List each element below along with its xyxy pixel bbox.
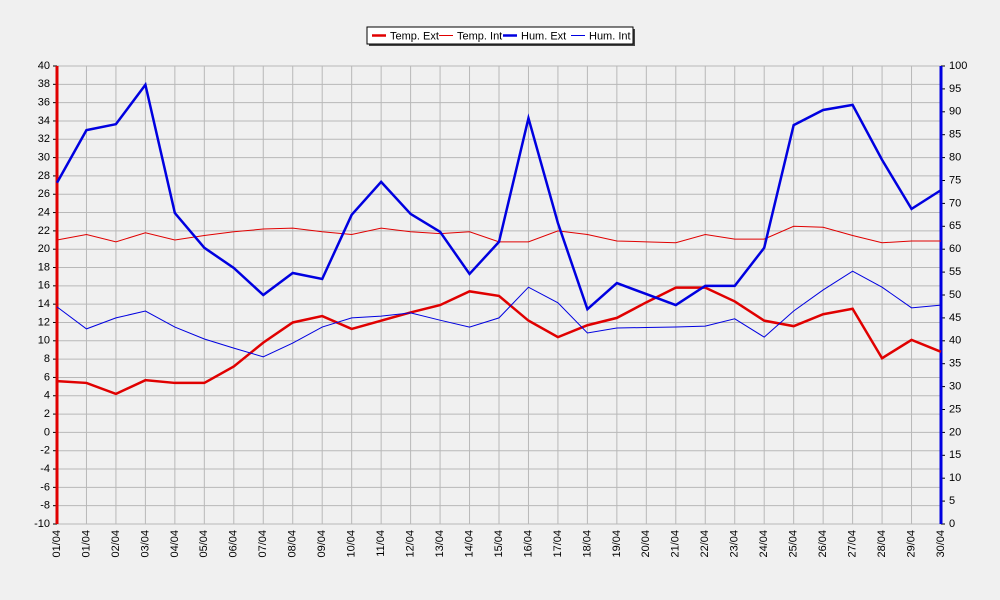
- x-tick-label: 23/04: [729, 530, 741, 558]
- x-tick-label: 30/04: [935, 530, 947, 558]
- y-tick-label: 16: [38, 280, 50, 292]
- x-tick-label: 09/04: [316, 530, 328, 558]
- y-tick-label: 28: [38, 170, 50, 182]
- x-tick-label: 04/04: [169, 530, 181, 558]
- y-tick-label: -6: [40, 481, 50, 493]
- x-tick-label: 26/04: [817, 530, 829, 558]
- y-tick-label: 24: [38, 206, 50, 218]
- y2-tick-label: 65: [949, 220, 961, 232]
- x-tick-label: 15/04: [493, 530, 505, 558]
- x-tick-label: 11/04: [375, 530, 387, 557]
- y2-tick-label: 45: [949, 312, 961, 324]
- y2-tick-label: 20: [949, 426, 961, 438]
- x-tick-label: 20/04: [640, 530, 652, 558]
- series-line: [55, 81, 942, 312]
- y-tick-label: 32: [38, 133, 50, 145]
- y-tick-label: 12: [38, 316, 50, 328]
- y-tick-label: -8: [40, 500, 50, 512]
- y-tick-label: 34: [38, 115, 50, 127]
- y2-tick-label: 30: [949, 381, 961, 393]
- y-tick-label: 40: [38, 60, 50, 72]
- y-tick-label: 8: [44, 353, 50, 365]
- y-tick-label: 18: [38, 261, 50, 273]
- x-tick-label: 25/04: [788, 530, 800, 558]
- y2-tick-label: 95: [949, 83, 961, 95]
- y2-tick-label: 10: [949, 472, 961, 484]
- x-tick-label: 01/04: [80, 530, 92, 558]
- y-tick-label: 36: [38, 97, 50, 109]
- y-tick-label: 26: [38, 188, 50, 200]
- x-tick-label: 21/04: [670, 530, 682, 558]
- x-tick-label: 03/04: [139, 530, 151, 558]
- legend-box: [366, 26, 634, 45]
- y2-tick-label: 50: [949, 289, 961, 301]
- y-tick-label: 2: [44, 408, 50, 420]
- x-tick-label: 29/04: [905, 530, 917, 558]
- y-tick-label: 4: [44, 390, 50, 402]
- x-tick-label: 12/04: [405, 530, 417, 558]
- y2-tick-label: 85: [949, 129, 961, 141]
- y-tick-label: 0: [44, 426, 50, 438]
- y2-tick-label: 35: [949, 358, 961, 370]
- legend-label: Hum. Int: [589, 30, 631, 42]
- x-tick-label: 28/04: [876, 530, 888, 558]
- y-tick-label: -10: [34, 518, 50, 530]
- x-tick-label: 22/04: [699, 530, 711, 558]
- x-tick-label: 05/04: [198, 530, 210, 558]
- y2-tick-label: 100: [949, 60, 967, 72]
- x-tick-label: 27/04: [847, 530, 859, 558]
- y-tick-label: 30: [38, 152, 50, 164]
- y-tick-label: 14: [38, 298, 50, 310]
- x-tick-label: 10/04: [346, 530, 358, 558]
- x-tick-label: 24/04: [758, 530, 770, 558]
- x-tick-label: 19/04: [611, 530, 623, 558]
- y2-tick-label: 0: [949, 518, 955, 530]
- y2-tick-label: 40: [949, 335, 961, 347]
- x-tick-label: 02/04: [110, 530, 122, 558]
- y2-tick-label: 80: [949, 152, 961, 164]
- x-tick-label: 08/04: [287, 530, 299, 558]
- x-tick-label: 14/04: [463, 530, 475, 558]
- y2-tick-label: 55: [949, 266, 961, 278]
- x-tick-label: 16/04: [522, 530, 534, 558]
- y-tick-label: -4: [40, 463, 50, 475]
- y2-tick-label: 15: [949, 449, 961, 461]
- y-tick-label: -2: [40, 445, 50, 457]
- x-tick-label: 06/04: [228, 530, 240, 558]
- y2-tick-label: 90: [949, 106, 961, 118]
- series-line: [56, 270, 942, 358]
- y-tick-label: 10: [38, 335, 50, 347]
- x-tick-label: 18/04: [581, 530, 593, 558]
- y2-tick-label: 60: [949, 243, 961, 255]
- legend-label: Temp. Int: [457, 30, 502, 42]
- legend-label: Hum. Ext: [521, 30, 566, 42]
- y2-tick-label: 25: [949, 403, 961, 415]
- y2-tick-label: 5: [949, 495, 955, 507]
- x-tick-label: 01/04: [51, 530, 63, 558]
- x-tick-label: 17/04: [552, 530, 564, 558]
- y-tick-label: 38: [38, 78, 50, 90]
- y-tick-label: 22: [38, 225, 50, 237]
- series-line: [56, 286, 942, 396]
- y2-tick-label: 75: [949, 174, 961, 186]
- legend: Temp. Ext Temp. Int Hum. Ext Hum. Int: [366, 26, 635, 46]
- x-tick-label: 07/04: [257, 530, 269, 558]
- y-tick-label: 6: [44, 371, 50, 383]
- y-tick-label: 20: [38, 243, 50, 255]
- legend-label: Temp. Ext: [390, 30, 439, 42]
- y2-tick-label: 70: [949, 197, 961, 209]
- x-tick-label: 13/04: [434, 530, 446, 558]
